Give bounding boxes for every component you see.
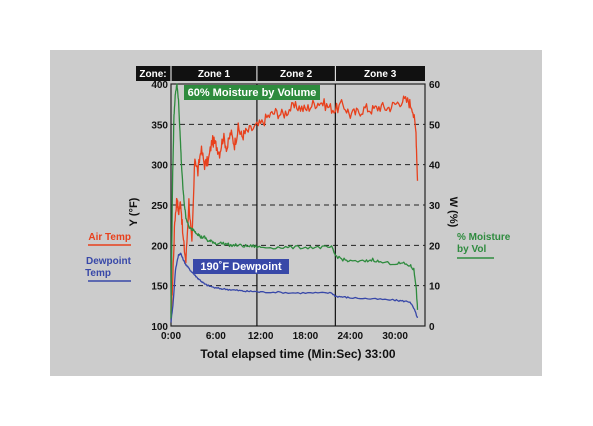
x-axis-ticks: 0:00 6:00 12:00 18:00 24:00 30:00 [161, 331, 408, 342]
series-line-2 [170, 83, 419, 319]
legend-dewpoint-label-2: Temp [85, 268, 111, 279]
y-right-tick-label: 20 [429, 241, 441, 252]
x-tick-label: 30:00 [382, 331, 408, 342]
y-left-tick-label: 150 [151, 282, 168, 293]
y-left-tick-label: 300 [151, 161, 168, 172]
dewpoint-annotation: 190˚F Dewpoint [200, 261, 282, 273]
y-left-tick-label: 250 [151, 201, 168, 212]
x-axis-label: Total elapsed time (Min:Sec) 33:00 [200, 347, 395, 361]
zone-label: Zone 2 [280, 69, 313, 80]
dewpoint-annotation-box [193, 259, 289, 274]
zone-label: Zone 1 [198, 69, 231, 80]
x-tick-label: 6:00 [206, 331, 226, 342]
y-right-tick-label: 10 [429, 282, 441, 293]
y-axis-right-label: W (%) [447, 197, 459, 228]
y-right-tick-label: 40 [429, 161, 441, 172]
y-left-tick-label: 350 [151, 120, 168, 131]
zone-header-bar: Zone: Zone 1 Zone 2 Zone 3 [136, 66, 425, 81]
y-left-tick-label: 100 [151, 322, 168, 333]
y-right-tick-label: 60 [429, 80, 441, 91]
zone-dividers [256, 84, 336, 326]
legend-dewpoint-label: Dewpoint [86, 256, 132, 267]
x-tick-label: 12:00 [248, 331, 274, 342]
x-tick-label: 24:00 [338, 331, 364, 342]
y-left-tick-label: 400 [151, 80, 168, 91]
zone-label: Zone 3 [364, 69, 397, 80]
series-layer [170, 83, 419, 323]
legend-air-temp-label: Air Temp [88, 232, 131, 243]
y-right-tick-label: 0 [429, 322, 435, 333]
x-tick-label: 0:00 [161, 331, 181, 342]
y-right-tick-label: 30 [429, 201, 441, 212]
y-axis-left-label: Y (°F) [128, 197, 140, 226]
zone-header-label: Zone: [139, 69, 166, 80]
zone-bar-bg [136, 66, 425, 81]
y-left-tick-label: 200 [151, 241, 168, 252]
legend-moisture-label-2: by Vol [457, 244, 486, 255]
y-right-tick-label: 50 [429, 120, 441, 131]
moisture-annotation-box [184, 85, 320, 100]
legend-moisture-label: % Moisture [457, 232, 511, 243]
series-line-1 [170, 252, 419, 323]
x-tick-label: 18:00 [293, 331, 319, 342]
moisture-annotation: 60% Moisture by Volume [188, 87, 317, 99]
series-line-0 [170, 95, 419, 314]
right-axis-ticks: 0 10 20 30 40 50 60 [429, 80, 441, 333]
left-axis-ticks: 100 150 200 250 300 350 400 [151, 80, 168, 333]
